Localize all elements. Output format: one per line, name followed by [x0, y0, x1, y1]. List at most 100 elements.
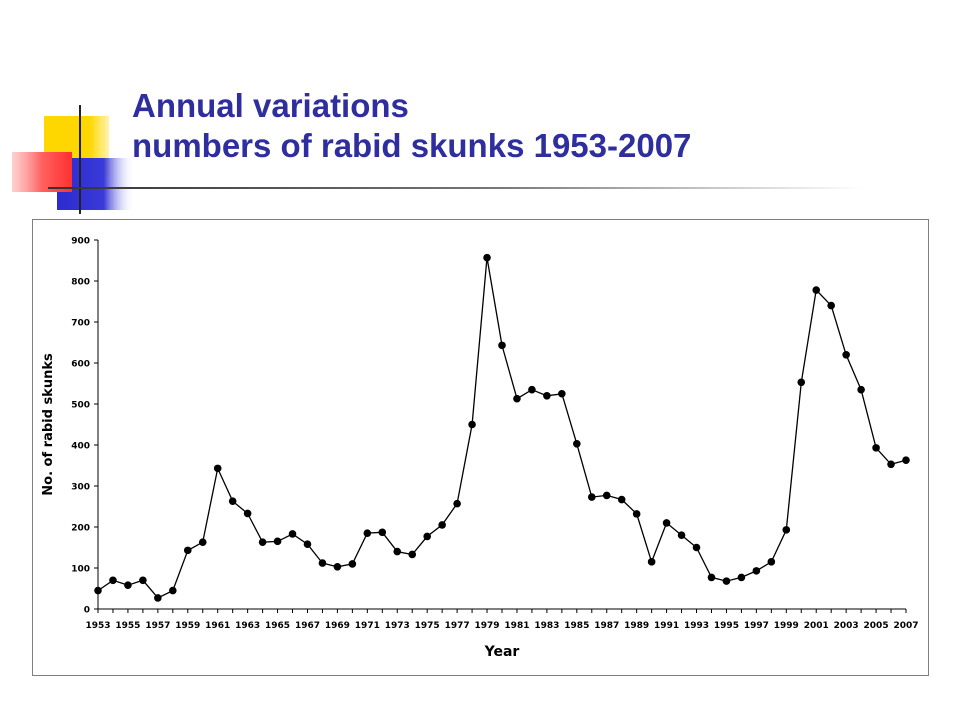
y-tick-label: 100	[71, 565, 90, 575]
red-square	[12, 152, 72, 192]
y-tick-label: 600	[71, 360, 90, 370]
x-tick-label: 1963	[235, 621, 260, 631]
data-point-1976	[438, 521, 446, 529]
x-tick-label: 1981	[504, 621, 529, 631]
data-point-1956	[139, 576, 147, 585]
data-point-1982	[528, 385, 536, 394]
data-point-1961	[213, 464, 222, 473]
data-point-1989	[632, 510, 641, 518]
data-point-1969	[333, 562, 342, 571]
data-point-1966	[288, 530, 297, 538]
data-point-1965	[273, 537, 282, 546]
x-tick-label: 1975	[415, 621, 440, 631]
x-tick-label: 1955	[115, 621, 140, 631]
data-point-1968	[318, 559, 327, 567]
slide-title-line-2: numbers of rabid skunks 1953-2007	[132, 127, 692, 164]
data-point-1998	[767, 558, 776, 566]
data-point-1972	[378, 528, 387, 537]
data-point-1963	[243, 509, 252, 518]
x-tick-label: 1957	[145, 621, 170, 631]
data-point-1993	[692, 543, 701, 552]
data-point-2005	[872, 444, 880, 452]
title-decoration	[0, 0, 140, 220]
data-point-1992	[677, 531, 686, 539]
x-tick-label: 1967	[295, 621, 320, 631]
x-tick-label: 1961	[205, 621, 230, 631]
x-tick-label: 1983	[534, 621, 559, 631]
y-axis-label: No. of rabid skunks	[41, 353, 56, 496]
slide-title-line-1: Annual variations	[132, 87, 409, 124]
x-tick-label: 1979	[475, 621, 500, 631]
data-point-1973	[393, 547, 402, 556]
data-point-2007	[902, 456, 910, 464]
data-point-1975	[423, 532, 431, 541]
series-line	[97, 257, 907, 599]
x-tick-label: 1985	[564, 621, 589, 631]
x-axis: 1953 1955 1957 1959 1961 1963 1965 1967 1969 1971…	[85, 608, 919, 631]
data-point-1958	[169, 586, 177, 595]
x-tick-label: 1991	[654, 621, 679, 631]
data-point-1974	[408, 550, 417, 559]
x-tick-label: 1965	[265, 621, 290, 631]
x-tick-label: 1995	[714, 621, 739, 631]
data-point-1979	[483, 253, 491, 262]
y-axis: 0 100 200 300 400 500 600 700 800 900	[71, 237, 99, 616]
x-tick-label: 1987	[594, 621, 619, 631]
data-point-1983	[543, 392, 551, 400]
y-tick-label: 800	[71, 278, 90, 288]
x-tick-label: 1997	[744, 621, 769, 631]
y-tick-label: 500	[71, 401, 90, 411]
x-tick-label: 1959	[175, 621, 200, 631]
x-tick-label: 1969	[325, 621, 350, 631]
x-axis-label: Year	[484, 644, 520, 660]
data-point-1986	[587, 493, 596, 501]
x-tick-label: 1971	[355, 621, 380, 631]
x-tick-label: 1999	[774, 621, 799, 631]
data-point-1971	[363, 529, 372, 537]
data-point-1953	[94, 586, 102, 595]
data-point-2006	[887, 460, 895, 469]
x-tick-label: 1953	[85, 621, 110, 631]
y-tick-label: 900	[71, 237, 90, 247]
data-point-1997	[752, 567, 761, 575]
data-point-1980	[498, 341, 506, 350]
data-point-1970	[348, 560, 357, 568]
slide-title: Annual variations numbers of rabid skunk…	[132, 86, 691, 166]
data-point-2003	[842, 351, 850, 359]
data-point-1990	[647, 558, 656, 566]
title-underline	[48, 187, 863, 189]
y-tick-label: 300	[71, 483, 90, 493]
data-point-2004	[857, 385, 865, 394]
data-point-1954	[109, 576, 117, 585]
data-point-1995	[722, 577, 731, 585]
data-point-1955	[124, 581, 132, 590]
x-tick-label: 1989	[624, 621, 649, 631]
y-tick-label: 700	[71, 319, 90, 329]
data-point-1957	[154, 594, 162, 602]
data-point-1985	[573, 439, 581, 448]
data-point-1978	[468, 420, 476, 429]
data-point-1996	[737, 573, 746, 582]
series-layer	[94, 253, 910, 602]
y-tick-label: 0	[84, 606, 90, 616]
x-tick-label: 2007	[893, 621, 918, 631]
data-point-2001	[812, 286, 821, 294]
data-point-1962	[228, 497, 237, 505]
x-tick-label: 1977	[445, 621, 470, 631]
data-point-2002	[827, 301, 835, 310]
data-point-2000	[797, 378, 806, 387]
data-point-1967	[303, 540, 312, 549]
data-point-1988	[617, 495, 626, 504]
x-tick-label: 1973	[385, 621, 410, 631]
data-point-1999	[782, 526, 791, 534]
x-tick-label: 1993	[684, 621, 709, 631]
data-point-1960	[198, 538, 207, 546]
data-point-1981	[513, 394, 521, 403]
data-point-1959	[183, 546, 192, 555]
x-tick-label: 2005	[864, 621, 889, 631]
chart-frame: 0 100 200 300 400 500 600 700 800 900 1953 1955 195…	[32, 219, 929, 676]
y-tick-label: 400	[71, 442, 90, 452]
data-point-1991	[662, 519, 671, 527]
x-tick-label: 2001	[804, 621, 829, 631]
